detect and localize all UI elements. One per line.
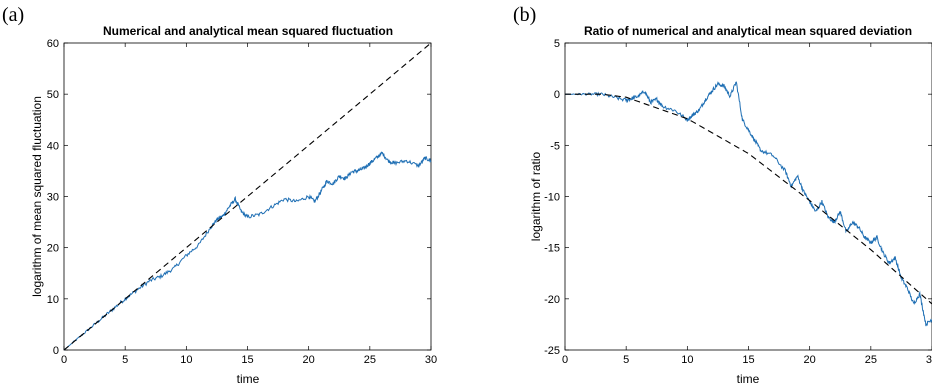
panel-a-ticks: 0 5 10 15 20 25 30 0 10 20 30 40 50 60 <box>47 38 437 366</box>
panel-b-series <box>565 81 932 327</box>
panel-b-xtick-label: 20 <box>804 354 816 366</box>
panel-a-xtick-label: 15 <box>241 354 253 366</box>
panel-a-xtick-label: 20 <box>303 354 315 366</box>
panel-b-title: Ratio of numerical and analytical mean s… <box>584 24 912 38</box>
panel-a-xtick-label: 5 <box>122 354 128 366</box>
panel-a-ytick-label: 10 <box>47 294 59 306</box>
panel-b-ytick-label: -25 <box>544 345 560 357</box>
panel-a-label: (a) <box>2 4 24 26</box>
panel-b-numerical-line <box>565 81 932 327</box>
panel-b-ytick-label: -5 <box>550 140 560 152</box>
panel-b-xtick-label: 5 <box>623 354 629 366</box>
panel-b-axes-box <box>564 42 932 351</box>
panel-b-xtick-label: 25 <box>865 354 877 366</box>
panel-a-ytick-label: 20 <box>47 243 59 255</box>
panel-b-xlabel: time <box>737 372 760 386</box>
panel-a: (a) Numerical and analytical mean square… <box>2 4 437 386</box>
panel-a-xtick-label: 25 <box>364 354 376 366</box>
panel-a-ytick-label: 50 <box>47 89 59 101</box>
panel-a-xtick-label: 10 <box>180 354 192 366</box>
panel-a-ylabel: logarithm of mean squared fluctuation <box>30 96 44 297</box>
panel-a-xtick-label: 0 <box>61 354 67 366</box>
panel-b-analytical-line <box>565 93 932 305</box>
panel-a-title: Numerical and analytical mean squared fl… <box>103 24 393 38</box>
panel-a-series <box>63 42 432 351</box>
panel-b-xtick-label: 15 <box>742 354 754 366</box>
panel-a-ytick-label: 60 <box>47 38 59 50</box>
panel-a-ytick-label: 40 <box>47 140 59 152</box>
panel-b-ytick-label: 5 <box>554 38 560 50</box>
panel-b-ytick-label: -20 <box>544 294 560 306</box>
panel-b-xtick-label: 10 <box>681 354 693 366</box>
panel-b-xtick-label: 0 <box>562 354 568 366</box>
panel-b-ytick-label: -10 <box>544 192 560 204</box>
panel-b-label: (b) <box>513 4 536 26</box>
panel-a-numerical-line <box>63 151 432 351</box>
panel-b-ytick-label: -15 <box>544 243 560 255</box>
panel-a-xlabel: time <box>237 372 260 386</box>
panel-b: (b) Ratio of numerical and analytical me… <box>513 4 932 386</box>
panel-a-ytick-label: 30 <box>47 192 59 204</box>
panel-b-xtick-label: 30 <box>926 354 932 366</box>
panel-a-analytical-line <box>63 42 432 351</box>
panel-b-ylabel: logarithm of ratio <box>529 151 543 241</box>
panel-b-ticks: 0 5 10 15 20 25 30 -25 -20 -15 -10 -5 0 5 <box>544 38 932 366</box>
panel-a-xtick-label: 30 <box>425 354 437 366</box>
panel-b-ytick-label: 0 <box>554 89 560 101</box>
panel-a-ytick-label: 0 <box>53 345 59 357</box>
